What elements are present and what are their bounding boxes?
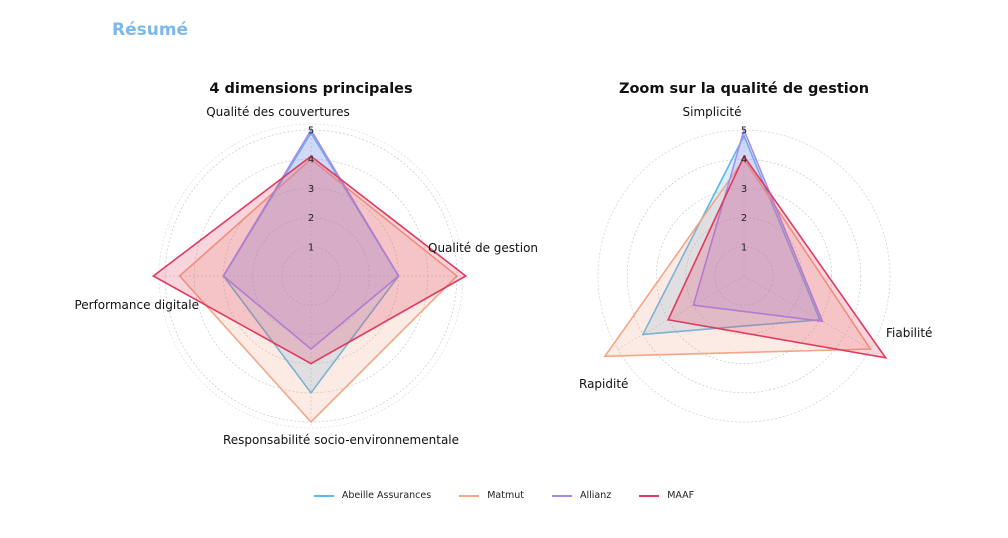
chart-2-rtick-label: 4 xyxy=(741,155,747,166)
chart-legend: Abeille Assurances Matmut Allianz MAAF xyxy=(0,490,1008,501)
chart-1-axis-label-qualite-des-couvertures: Qualité des couvertures xyxy=(206,105,350,119)
legend-item-abeille-assurances: Abeille Assurances xyxy=(313,490,432,501)
legend-item-matmut: Matmut xyxy=(459,490,524,501)
chart-2-outer-ring xyxy=(597,129,891,423)
chart-2-series-maaf xyxy=(666,154,888,359)
chart-1-grid-ring xyxy=(252,217,370,335)
legend-swatch xyxy=(459,494,480,497)
legend-swatch xyxy=(551,494,572,497)
legend-label: MAAF xyxy=(667,490,695,501)
legend-label: Matmut xyxy=(487,490,524,501)
chart-1-series-matmut xyxy=(178,158,459,424)
chart-1-axis-label-performance-digitale: Performance digitale xyxy=(74,298,199,312)
chart-1-axis-label-qualite-de-gestion: Qualité de gestion xyxy=(428,241,538,255)
chart-2-axis-spoke xyxy=(617,275,745,350)
chart-2-axis-label-rapidite: Rapidité xyxy=(579,377,628,391)
chart-2-series-allianz xyxy=(692,127,824,323)
chart-2-series-abeille-assurances xyxy=(641,133,822,336)
chart-2-rtick-label: 2 xyxy=(741,213,747,224)
chart-2-title: Zoom sur la qualité de gestion xyxy=(619,81,869,97)
chart-2-rtick-label: 3 xyxy=(741,184,747,195)
chart-1-series-allianz xyxy=(222,128,400,351)
chart-1-outer-ring xyxy=(158,123,464,429)
chart-1-rtick-label: 2 xyxy=(308,213,314,224)
chart-2-axis-label-fiabilite: Fiabilité xyxy=(886,326,932,340)
legend-swatch xyxy=(639,494,660,497)
chart-1-rtick-label: 1 xyxy=(308,242,314,253)
legend-label: Abeille Assurances xyxy=(341,490,432,501)
legend-item-maaf: MAAF xyxy=(639,490,694,501)
chart-2-rtick-label: 5 xyxy=(741,126,747,137)
chart-2-axis-label-simplicite: Simplicité xyxy=(683,105,742,119)
legend-label: Allianz xyxy=(579,490,612,501)
chart-2-grid-ring xyxy=(656,188,832,364)
chart-1-rtick-label: 4 xyxy=(308,155,314,166)
chart-1-title: 4 dimensions principales xyxy=(209,81,412,97)
chart-1-axis-label-responsabilite-socio-environnementale: Responsabilité socio-environnementale xyxy=(223,433,459,447)
chart-2-axis-spoke xyxy=(743,275,871,350)
chart-2-series-matmut xyxy=(603,157,872,358)
chart-1-series-maaf xyxy=(151,155,468,365)
legend-swatch xyxy=(313,494,334,497)
legend-item-allianz: Allianz xyxy=(551,490,612,501)
chart-1-rtick-label: 5 xyxy=(308,126,314,137)
page-title: Résumé xyxy=(112,20,189,40)
chart-2-rtick-label: 1 xyxy=(741,242,747,253)
chart-2-grid-ring xyxy=(626,158,862,394)
chart-1-rtick-label: 3 xyxy=(308,184,314,195)
